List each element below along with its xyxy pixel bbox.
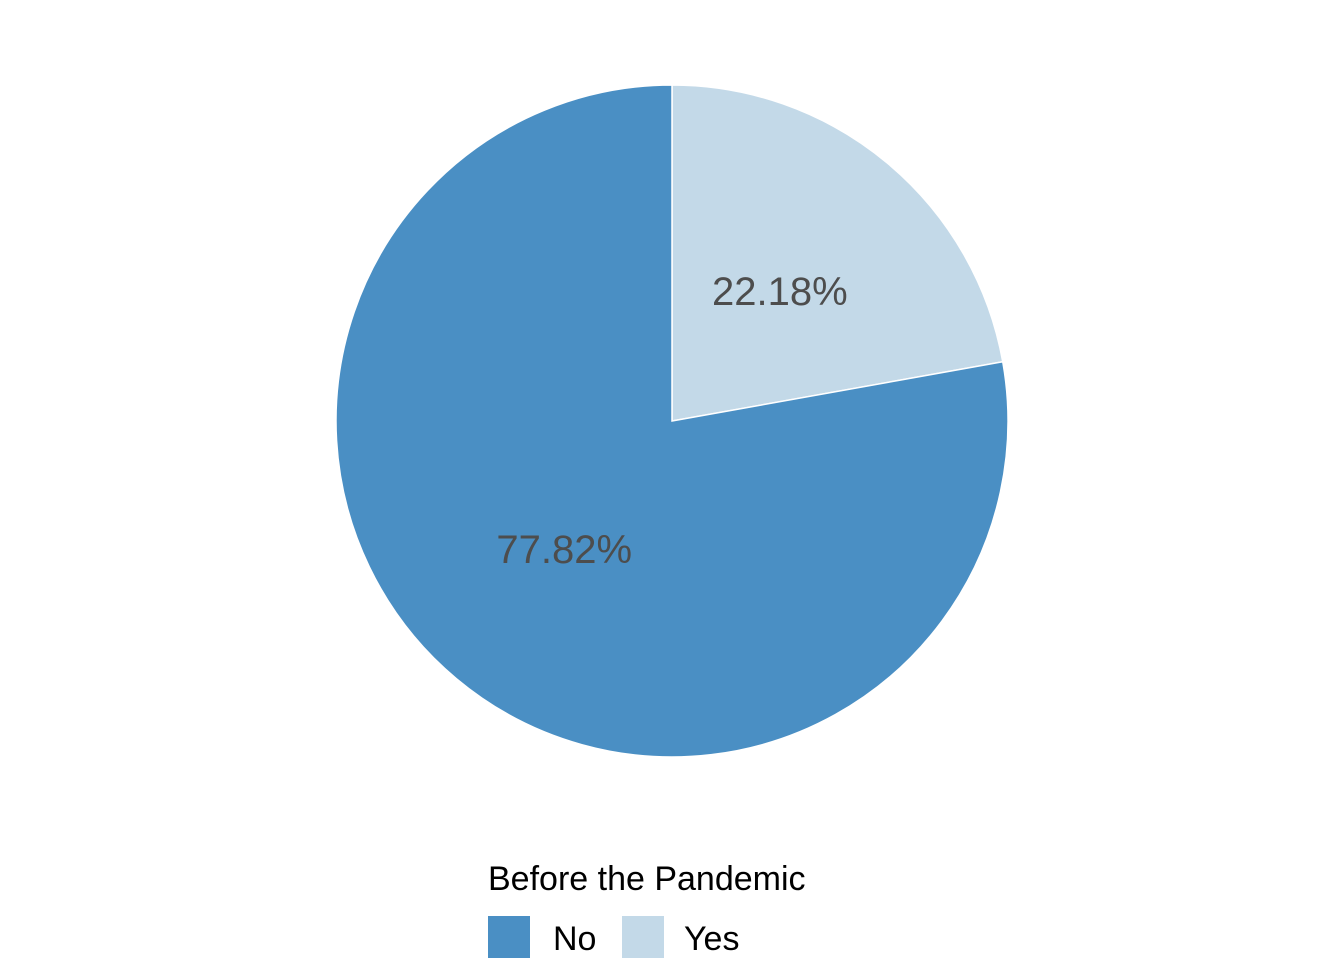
slice-label-yes: 22.18% — [712, 270, 848, 314]
legend: Before the Pandemic No Yes — [488, 860, 806, 958]
legend-swatch-no — [488, 916, 530, 958]
legend-title: Before the Pandemic — [488, 860, 806, 898]
legend-label-no: No — [553, 920, 596, 958]
pie-slice-yes — [671, 84, 1004, 422]
slice-label-no: 77.82% — [496, 528, 632, 572]
legend-items: No Yes — [488, 916, 739, 958]
legend-swatch-yes — [622, 916, 664, 958]
legend-label-yes: Yes — [684, 920, 739, 958]
pie-slice-labels: 22.18% 77.82% — [496, 270, 847, 572]
pie-slice-no — [335, 84, 1009, 758]
pie-slices — [335, 84, 1009, 758]
